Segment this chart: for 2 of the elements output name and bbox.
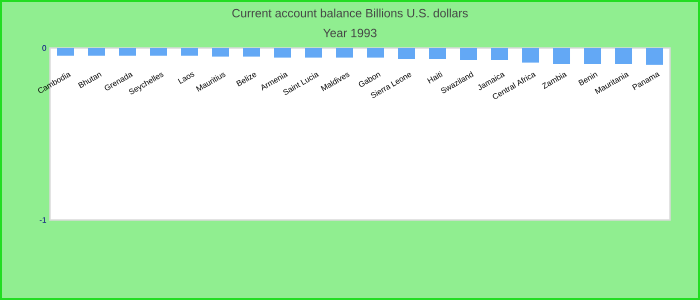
chart-subtitle: Year 1993 [323, 28, 377, 38]
chart-title: Current account balance Billions U.S. dollars [232, 8, 468, 18]
